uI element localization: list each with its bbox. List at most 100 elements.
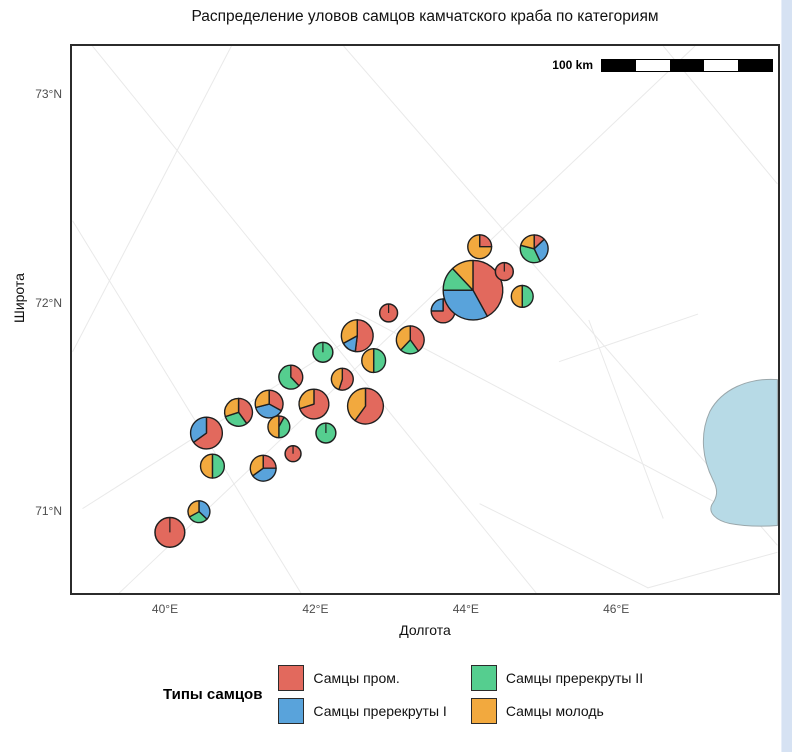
pie-slice: [409, 325, 425, 352]
pie-marker: [298, 388, 330, 420]
map-svg: [72, 46, 778, 593]
legend-title: Типы самцов: [163, 686, 263, 703]
pie-marker: [340, 319, 374, 353]
x-tick-label: 42°E: [302, 602, 329, 616]
pie-marker: [467, 234, 493, 260]
y-axis-title: Широта: [11, 273, 27, 323]
pie-slice: [510, 284, 523, 309]
pie-slice: [519, 244, 541, 264]
legend-item: Самцы пререкруты II: [470, 665, 644, 691]
scale-bar: 100 km: [552, 58, 773, 72]
legend-item: Самцы пром.: [278, 665, 446, 691]
pie-slice: [354, 319, 374, 353]
pie-slice: [520, 234, 535, 250]
y-tick-label: 73°N: [35, 87, 62, 101]
pie-slice: [278, 416, 291, 439]
x-tick-label: 46°E: [603, 602, 630, 616]
pie-marker: [361, 347, 387, 374]
pie-slice: [395, 325, 411, 351]
pie-slice: [189, 416, 208, 444]
graticule-line: [72, 220, 302, 593]
legend-item-label: Самцы пром.: [313, 670, 400, 686]
pie-marker: [346, 387, 384, 425]
water-polygon: [702, 378, 778, 527]
graticule-line: [588, 319, 664, 519]
scale-bar-segment: [738, 59, 772, 71]
right-edge-strip: [781, 0, 792, 752]
pie-slice: [267, 415, 280, 439]
pie-slice: [340, 319, 358, 345]
pie-marker: [199, 453, 226, 479]
pie-slice: [372, 347, 387, 374]
graticule-line: [343, 46, 778, 546]
pie-slice: [224, 397, 240, 418]
pie-slice: [290, 364, 304, 387]
pie-slice: [254, 389, 270, 409]
graticule-line: [647, 551, 778, 589]
pie-slice: [430, 298, 444, 312]
page-title: Распределение уловов самцов камчатского …: [191, 8, 659, 25]
pie-slice: [198, 500, 211, 520]
pie-slice: [442, 289, 489, 321]
pie-slice: [467, 234, 493, 260]
x-axis-title: Долгота: [399, 622, 451, 638]
legend-item-label: Самцы молодь: [505, 703, 604, 719]
y-tick-label: 71°N: [35, 504, 62, 518]
legend: Типы самцов Самцы пром. Самцы пререкруты…: [163, 665, 643, 724]
graticule-line: [72, 46, 232, 352]
scale-bar-segment: [602, 59, 636, 71]
pie-marker: [442, 259, 504, 321]
x-tick-label: 44°E: [452, 602, 479, 616]
pie-marker: [267, 415, 291, 439]
pie-slice: [278, 364, 300, 390]
graticule-line: [479, 503, 649, 589]
pie-slice: [346, 387, 367, 422]
pie-marker: [284, 445, 302, 463]
scale-bar-segment: [670, 59, 704, 71]
pie-marker: [510, 284, 534, 309]
legend-item-label: Самцы пререкруты I: [313, 703, 447, 719]
legend-grid: Самцы пром. Самцы пререкруты II Самцы пр…: [278, 665, 643, 724]
x-tick-label: 40°E: [151, 602, 179, 616]
pie-marker: [395, 325, 425, 355]
pie-marker: [249, 454, 277, 482]
pie-slice: [521, 284, 534, 309]
pie-slice: [478, 234, 493, 248]
graticule-line: [118, 46, 696, 593]
pie-slice: [354, 387, 384, 425]
pie-marker: [330, 367, 354, 391]
graticule-line: [92, 46, 537, 593]
pie-marker: [278, 364, 304, 390]
pie-slice: [187, 500, 200, 518]
legend-swatch: [278, 665, 305, 691]
scale-bar-label: 100 km: [552, 58, 593, 72]
pie-slice: [255, 403, 283, 419]
pie-marker: [378, 303, 399, 323]
pie-slice: [262, 454, 277, 469]
scale-bar-segment: [636, 59, 670, 71]
scale-bar-segment: [704, 59, 738, 71]
legend-item-label: Самцы пререкруты II: [505, 670, 644, 686]
graticule-line: [558, 313, 699, 363]
pie-marker: [254, 389, 284, 419]
pie-slice: [451, 259, 474, 291]
legend-swatch: [278, 698, 305, 724]
pie-marker: [312, 341, 334, 363]
pie-slice: [192, 416, 224, 450]
pie-marker: [189, 416, 224, 450]
y-tick-label: 72°N: [35, 295, 62, 310]
pie-slice: [199, 453, 214, 479]
legend-swatch: [470, 698, 497, 724]
pie-slice: [361, 347, 375, 374]
pie-slice: [298, 388, 315, 410]
pie-slice: [211, 453, 226, 479]
pie-slice: [249, 454, 264, 477]
pie-marker: [224, 397, 254, 427]
pie-slice: [252, 467, 277, 482]
map-panel: 100 km: [70, 44, 780, 595]
legend-item: Самцы молодь: [470, 698, 643, 724]
pie-marker: [494, 261, 515, 282]
pie-marker: [154, 516, 186, 549]
legend-item: Самцы пререкруты I: [278, 698, 447, 724]
